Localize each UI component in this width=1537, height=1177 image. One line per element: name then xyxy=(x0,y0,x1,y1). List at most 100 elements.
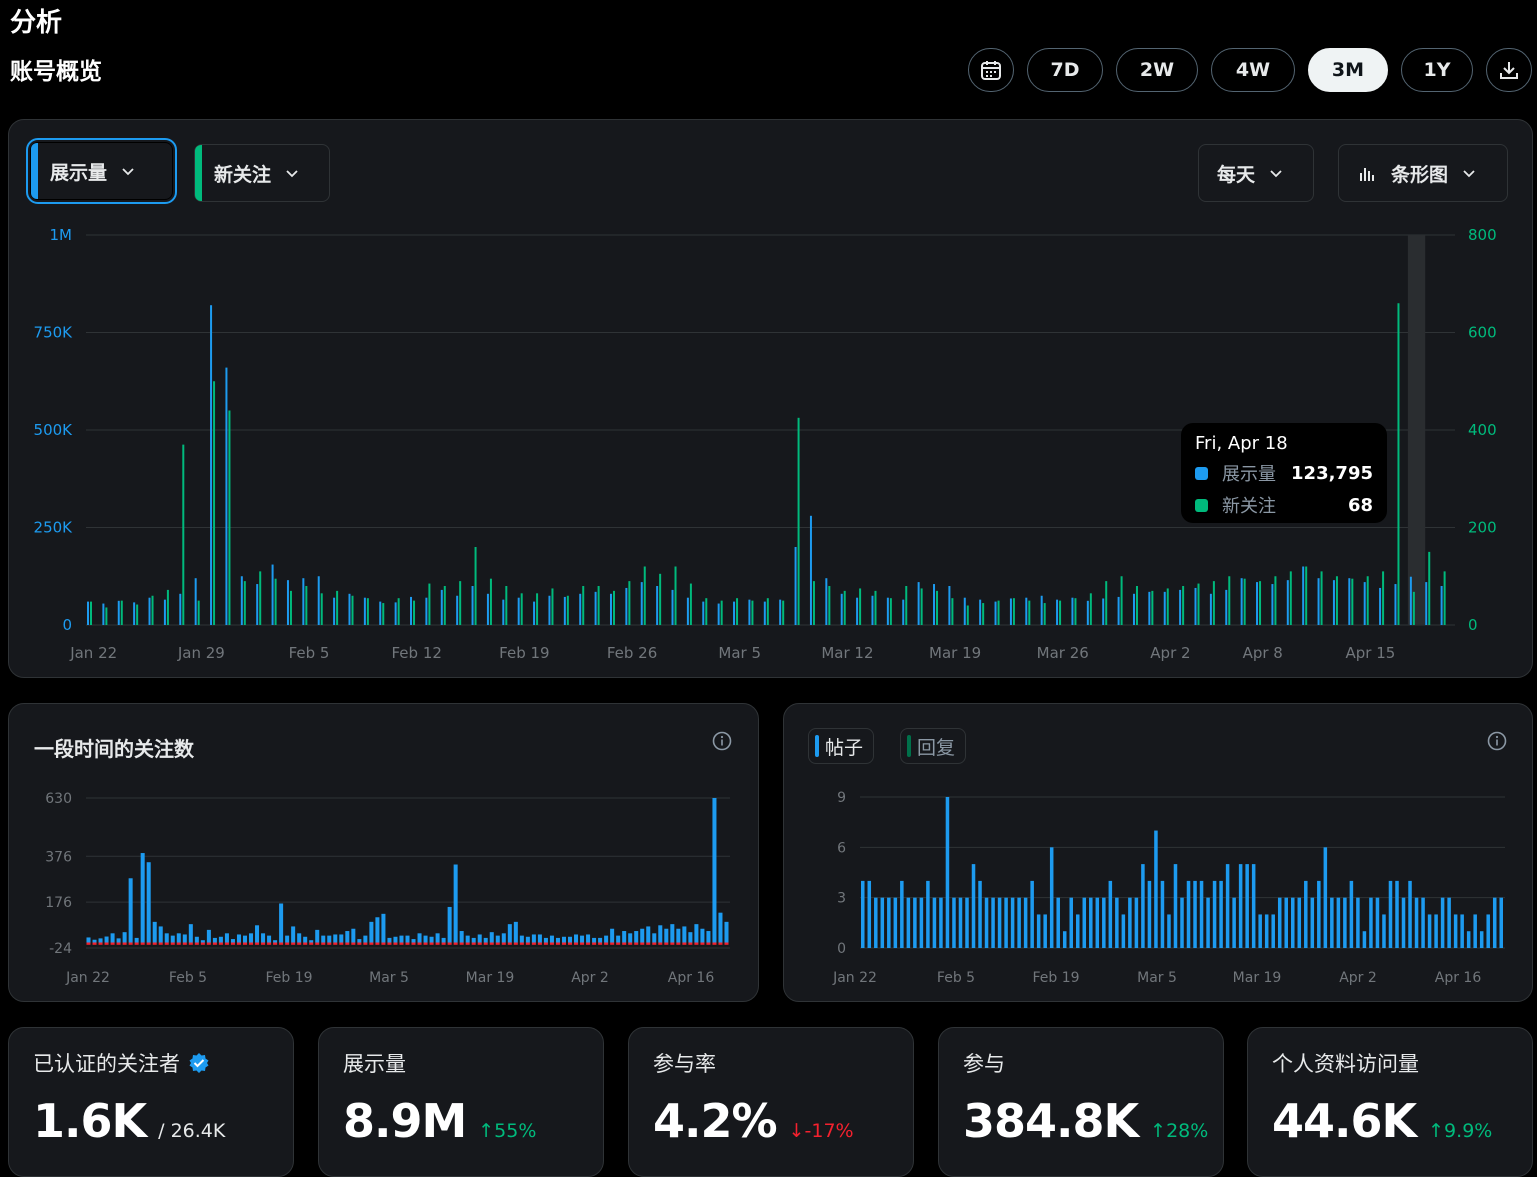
bar-posts xyxy=(1264,914,1269,948)
posts-chip-label: 帖子 xyxy=(825,736,864,759)
metric1-dropdown[interactable]: 展示量 xyxy=(26,138,177,204)
bar-new-followers xyxy=(920,588,923,625)
bar-posts xyxy=(945,797,950,948)
info-icon[interactable] xyxy=(1487,731,1507,751)
main-chart[interactable]: 0 250K 500K 750K 1M 0 200 400 600 800 Jan 22 Jan 29… xyxy=(0,0,1537,680)
bar-impressions xyxy=(302,578,305,625)
bar-followers xyxy=(700,928,705,943)
bar-new-followers xyxy=(612,590,615,625)
bar-new-followers xyxy=(582,586,585,625)
bar-followers xyxy=(549,935,554,943)
bar-new-followers xyxy=(1120,576,1123,625)
bar-impressions xyxy=(1102,598,1105,625)
bar-new-followers xyxy=(674,566,677,625)
bar-followers xyxy=(718,912,723,943)
x-tick-label: Apr 2 xyxy=(1339,970,1377,986)
bar-new-followers xyxy=(566,595,569,625)
bar-unfollows xyxy=(471,942,476,945)
stat-card-verified-followers[interactable]: 已认证的关注者 1.6K / 26.4K xyxy=(8,1027,294,1177)
bar-followers xyxy=(206,929,211,943)
bar-posts xyxy=(1115,897,1119,948)
stat-card-profile-visits[interactable]: 个人资料访问量 44.6K ↑9.9% xyxy=(1247,1027,1533,1177)
bar-unfollows xyxy=(435,942,440,945)
posts-chip[interactable]: 帖子 xyxy=(808,728,875,764)
interval-dropdown[interactable]: 每天 xyxy=(1198,144,1314,202)
bar-impressions xyxy=(1209,593,1212,625)
bar-followers xyxy=(110,933,115,943)
bar-followers xyxy=(170,935,175,943)
bar-impressions xyxy=(917,582,920,625)
chart-type-dropdown[interactable]: 条形图 xyxy=(1338,144,1508,202)
bar-unfollows xyxy=(357,942,362,945)
bar-posts xyxy=(1330,897,1334,948)
calendar-button[interactable] xyxy=(968,48,1014,92)
bar-followers xyxy=(381,913,386,943)
bar-posts xyxy=(1017,897,1021,948)
posts-chart[interactable]: 0 3 6 9 Jan 22 Feb 5 Feb 19 Mar 5 Mar 19 Apr 2 Apr… xyxy=(0,0,1537,1000)
bar-followers xyxy=(411,939,416,943)
bar-posts xyxy=(1095,897,1100,948)
bar-unfollows xyxy=(724,942,729,945)
bar-unfollows xyxy=(429,942,434,945)
download-icon xyxy=(1500,62,1518,79)
x-tick-label: Mar 26 xyxy=(1037,644,1089,662)
y-left-tick-label: 1M xyxy=(50,226,73,244)
range-3m-button[interactable]: 3M xyxy=(1308,48,1388,92)
bar-new-followers xyxy=(643,566,646,625)
bar-posts xyxy=(1206,897,1210,948)
x-tick-label: Jan 29 xyxy=(177,644,225,662)
bar-followers xyxy=(519,935,524,943)
y-left-tick-label: 750K xyxy=(34,324,74,342)
stat-card-engagements[interactable]: 参与 384.8K ↑28% xyxy=(938,1027,1224,1177)
bar-new-followers xyxy=(366,598,369,625)
bar-unfollows xyxy=(531,942,536,945)
bar-unfollows xyxy=(489,942,494,945)
bar-impressions xyxy=(1271,584,1274,625)
bar-posts xyxy=(900,880,904,948)
bar-unfollows xyxy=(652,942,657,945)
bar-posts xyxy=(1336,897,1341,948)
bar-followers xyxy=(242,935,248,943)
bar-posts xyxy=(971,864,976,948)
bar-posts xyxy=(1466,931,1471,948)
bar-new-followers xyxy=(413,600,416,625)
bar-posts xyxy=(1473,914,1477,948)
bar-followers xyxy=(321,935,326,943)
bar-impressions xyxy=(671,589,674,625)
bar-impressions xyxy=(794,547,797,625)
x-tick-label: Feb 5 xyxy=(289,644,330,662)
info-icon[interactable] xyxy=(712,731,732,751)
bar-followers xyxy=(465,935,470,943)
bar-posts xyxy=(1023,897,1028,948)
y-right-tick-label: 400 xyxy=(1468,421,1497,439)
stat-card-engagement-rate[interactable]: 参与率 4.2% ↓-17% xyxy=(628,1027,914,1177)
bar-posts xyxy=(1167,914,1171,948)
bar-new-followers xyxy=(382,603,385,625)
stat-label: 展示量 xyxy=(343,1052,406,1076)
metric2-dropdown[interactable]: 新关注 xyxy=(194,144,330,202)
y-tick-label: 9 xyxy=(837,790,846,806)
range-2w-button[interactable]: 2W xyxy=(1116,48,1198,92)
bar-new-followers xyxy=(1289,571,1292,625)
bar-new-followers xyxy=(259,571,262,625)
bar-followers xyxy=(531,934,536,943)
stat-card-impressions[interactable]: 展示量 8.9M ↑55% xyxy=(318,1027,604,1177)
range-4w-button[interactable]: 4W xyxy=(1211,48,1295,92)
download-button[interactable] xyxy=(1486,48,1532,92)
bar-impressions xyxy=(1056,599,1059,625)
bar-unfollows xyxy=(152,942,157,945)
chevron-down-icon xyxy=(1463,170,1475,178)
followers-chart[interactable]: -24 176 376 630 Jan 22 Feb 5 Feb 19 Mar 5 Mar 19… xyxy=(0,0,760,1000)
bar-unfollows xyxy=(285,942,290,945)
bar-posts xyxy=(1128,897,1132,948)
bar-unfollows xyxy=(405,942,410,945)
bar-unfollows xyxy=(110,942,115,945)
bar-posts xyxy=(880,897,885,948)
range-7d-button[interactable]: 7D xyxy=(1027,48,1103,92)
replies-chip[interactable]: 回复 xyxy=(900,728,967,764)
bar-new-followers xyxy=(689,583,692,625)
bar-new-followers xyxy=(889,598,892,625)
bar-new-followers xyxy=(1059,600,1062,625)
range-1y-button[interactable]: 1Y xyxy=(1401,48,1473,92)
bar-followers xyxy=(104,936,109,943)
